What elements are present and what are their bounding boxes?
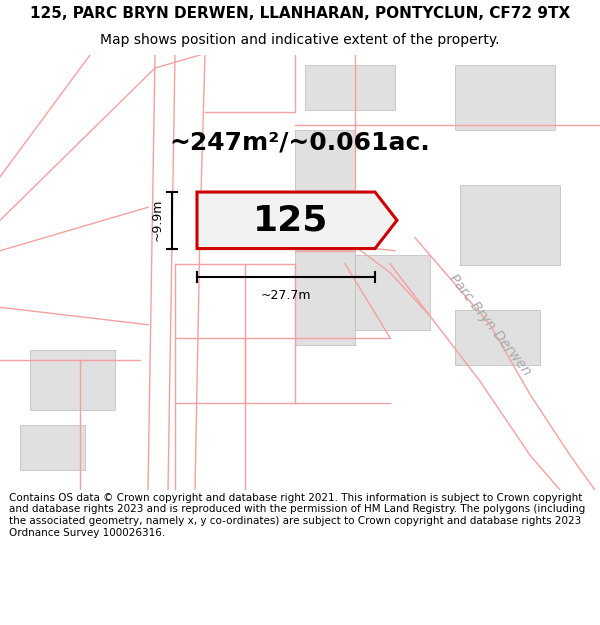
Polygon shape <box>460 185 560 265</box>
Polygon shape <box>455 65 555 130</box>
Text: ~247m²/~0.061ac.: ~247m²/~0.061ac. <box>170 130 430 154</box>
Text: ~27.7m: ~27.7m <box>261 289 311 302</box>
Polygon shape <box>295 130 355 345</box>
Polygon shape <box>355 255 430 330</box>
Polygon shape <box>305 65 395 110</box>
Text: Contains OS data © Crown copyright and database right 2021. This information is : Contains OS data © Crown copyright and d… <box>9 492 585 538</box>
Text: Parc Bryn Derwen: Parc Bryn Derwen <box>446 271 534 378</box>
Polygon shape <box>455 310 540 365</box>
Text: 125: 125 <box>253 203 329 238</box>
Text: ~9.9m: ~9.9m <box>151 199 164 241</box>
Polygon shape <box>197 192 397 249</box>
Text: Map shows position and indicative extent of the property.: Map shows position and indicative extent… <box>100 32 500 47</box>
Polygon shape <box>20 425 85 470</box>
Polygon shape <box>30 350 115 410</box>
Text: 125, PARC BRYN DERWEN, LLANHARAN, PONTYCLUN, CF72 9TX: 125, PARC BRYN DERWEN, LLANHARAN, PONTYC… <box>30 6 570 21</box>
